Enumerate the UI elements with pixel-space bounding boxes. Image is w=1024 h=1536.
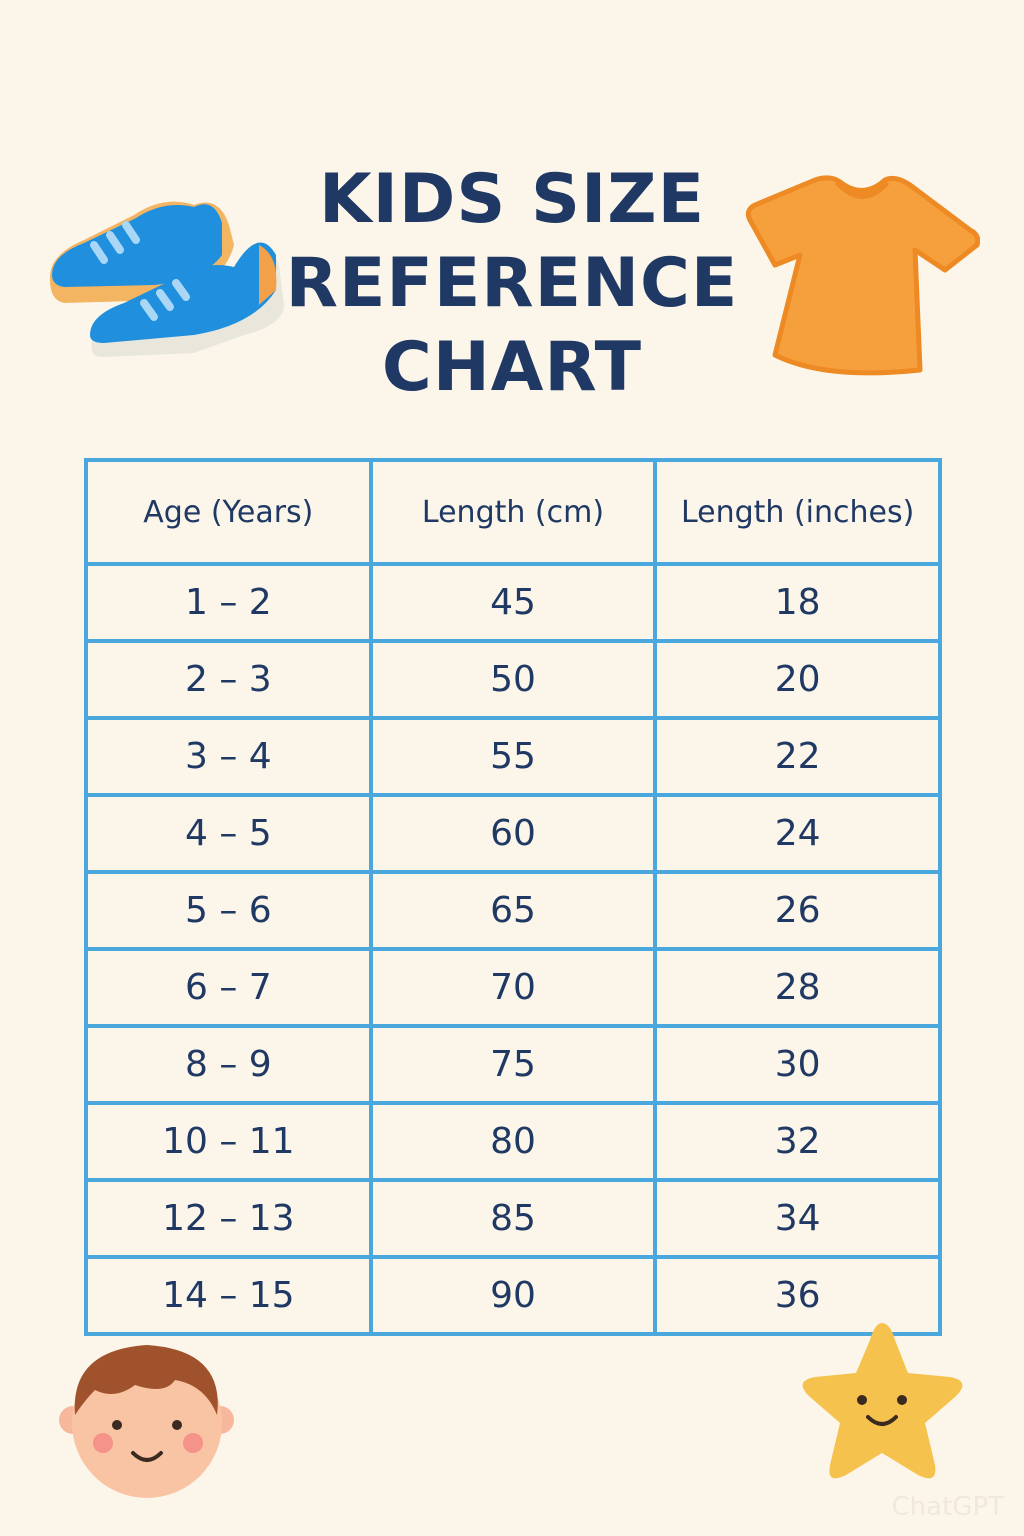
table-cell: 18	[653, 562, 942, 643]
table-cell: 28	[653, 947, 942, 1028]
title: KIDS SIZE REFERENCE CHART	[262, 158, 762, 410]
table-row: 8 – 9 75 30	[84, 1024, 942, 1105]
table-cell: 60	[368, 793, 658, 874]
table-cell: 14 – 15	[84, 1255, 373, 1336]
table-cell: 80	[368, 1101, 658, 1182]
size-table: Age (Years) Length (cm) Length (inches) 1 …	[84, 458, 942, 1336]
table-row: 1 – 2 45 18	[84, 562, 942, 643]
title-line: KIDS SIZE	[318, 160, 706, 239]
table-row: 6 – 7 70 28	[84, 947, 942, 1028]
table-body: 1 – 2 45 18 2 – 3 50 20 3 – 4 55 22 4 – 5 60 24 5 – …	[84, 562, 942, 1336]
table-cell: 22	[653, 716, 942, 797]
table-row: 5 – 6 65 26	[84, 870, 942, 951]
table-cell: 1 – 2	[84, 562, 373, 643]
table-row: 3 – 4 55 22	[84, 716, 942, 797]
table-cell: 55	[368, 716, 658, 797]
table-cell: 8 – 9	[84, 1024, 373, 1105]
table-cell: 34	[653, 1178, 942, 1259]
table-cell: 6 – 7	[84, 947, 373, 1028]
header-row: Age (Years) Length (cm) Length (inches)	[84, 458, 942, 566]
table-cell: 24	[653, 793, 942, 874]
table-row: 4 – 5 60 24	[84, 793, 942, 874]
table-row: 14 – 15 90 36	[84, 1255, 942, 1336]
table-cell: 2 – 3	[84, 639, 373, 720]
table-cell: 36	[653, 1255, 942, 1336]
table-cell: 20	[653, 639, 942, 720]
watermark: ChatGPT	[891, 1492, 1004, 1522]
table-cell: 12 – 13	[84, 1178, 373, 1259]
table-cell: 4 – 5	[84, 793, 373, 874]
table-cell: 70	[368, 947, 658, 1028]
table-cell: 30	[653, 1024, 942, 1105]
table-row: 12 – 13 85 34	[84, 1178, 942, 1259]
column-header: Age (Years)	[84, 458, 373, 566]
column-header: Length (cm)	[368, 458, 658, 566]
table-cell: 3 – 4	[84, 716, 373, 797]
table-row: 10 – 11 80 32	[84, 1101, 942, 1182]
table-cell: 85	[368, 1178, 658, 1259]
title-line: CHART	[381, 328, 643, 407]
table-row: 2 – 3 50 20	[84, 639, 942, 720]
table-cell: 5 – 6	[84, 870, 373, 951]
boy-icon	[59, 1345, 234, 1498]
table-cell: 65	[368, 870, 658, 951]
table-cell: 10 – 11	[84, 1101, 373, 1182]
shirt-icon	[745, 175, 980, 376]
table-cell: 26	[653, 870, 942, 951]
table-cell: 50	[368, 639, 658, 720]
title-line: REFERENCE	[285, 244, 739, 323]
table-cell: 75	[368, 1024, 658, 1105]
table-cell: 45	[368, 562, 658, 643]
shoes-icon	[49, 201, 284, 357]
table-cell: 90	[368, 1255, 658, 1336]
column-header: Length (inches)	[653, 458, 942, 566]
table-cell: 32	[653, 1101, 942, 1182]
star-icon	[802, 1323, 963, 1479]
